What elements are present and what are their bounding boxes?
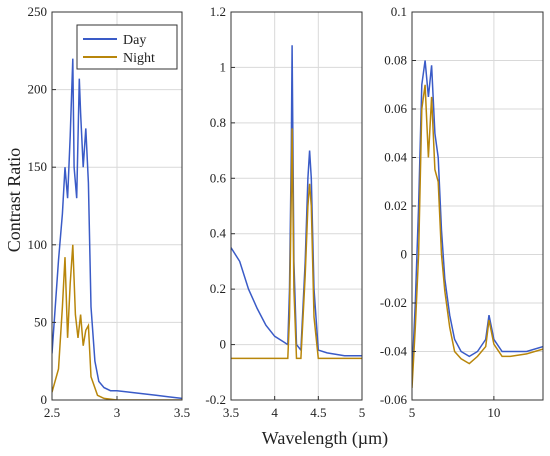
x-axis-title: Wavelength (µm) bbox=[262, 428, 388, 449]
series-line-day bbox=[52, 58, 182, 400]
y-tick-label: 0.02 bbox=[384, 198, 407, 213]
legend-label-day: Day bbox=[123, 33, 146, 48]
y-tick-label: 0.6 bbox=[210, 170, 227, 185]
y-tick-label: 200 bbox=[28, 82, 48, 97]
y-tick-label: 0 bbox=[220, 337, 227, 352]
y-tick-label: 0 bbox=[401, 247, 408, 262]
panel-frame bbox=[230, 11, 363, 401]
x-tick-label: 5 bbox=[359, 405, 366, 420]
y-tick-label: 0.2 bbox=[210, 281, 226, 296]
y-tick-label: -0.06 bbox=[380, 392, 408, 407]
y-tick-label: 0.06 bbox=[384, 101, 407, 116]
y-tick-label: -0.2 bbox=[205, 392, 226, 407]
x-tick-label: 3 bbox=[114, 405, 121, 420]
y-tick-label: 0.4 bbox=[210, 226, 227, 241]
series-line-day bbox=[412, 60, 543, 376]
y-tick-label: 250 bbox=[28, 4, 48, 19]
y-tick-label: 0.1 bbox=[391, 4, 407, 19]
y-tick-label: 0.8 bbox=[210, 115, 226, 130]
x-tick-label: 4 bbox=[271, 405, 278, 420]
series-line-day bbox=[231, 45, 362, 357]
y-tick-label: 100 bbox=[28, 237, 48, 252]
y-tick-label: 0 bbox=[41, 392, 48, 407]
y-tick-label: 1 bbox=[220, 59, 227, 74]
x-tick-label: 10 bbox=[487, 405, 500, 420]
x-tick-label: 5 bbox=[409, 405, 416, 420]
y-tick-label: -0.04 bbox=[380, 344, 408, 359]
series-line-night bbox=[52, 244, 182, 400]
x-tick-label: 3.5 bbox=[174, 405, 190, 420]
series-line-night bbox=[231, 128, 362, 360]
x-tick-label: 4.5 bbox=[310, 405, 326, 420]
legend-box bbox=[76, 24, 178, 70]
x-tick-label: 3.5 bbox=[223, 405, 239, 420]
legend-label-night: Night bbox=[123, 51, 155, 66]
x-tick-label: 2.5 bbox=[44, 405, 60, 420]
y-tick-label: -0.02 bbox=[380, 295, 407, 310]
y-tick-label: 1.2 bbox=[210, 4, 226, 19]
y-tick-label: 0.04 bbox=[384, 150, 407, 165]
y-tick-label: 50 bbox=[34, 314, 47, 329]
series-line-night bbox=[412, 84, 543, 388]
y-axis-title: Contrast Ratio bbox=[4, 148, 24, 253]
y-tick-label: 0.08 bbox=[384, 53, 407, 68]
y-tick-label: 150 bbox=[28, 159, 48, 174]
